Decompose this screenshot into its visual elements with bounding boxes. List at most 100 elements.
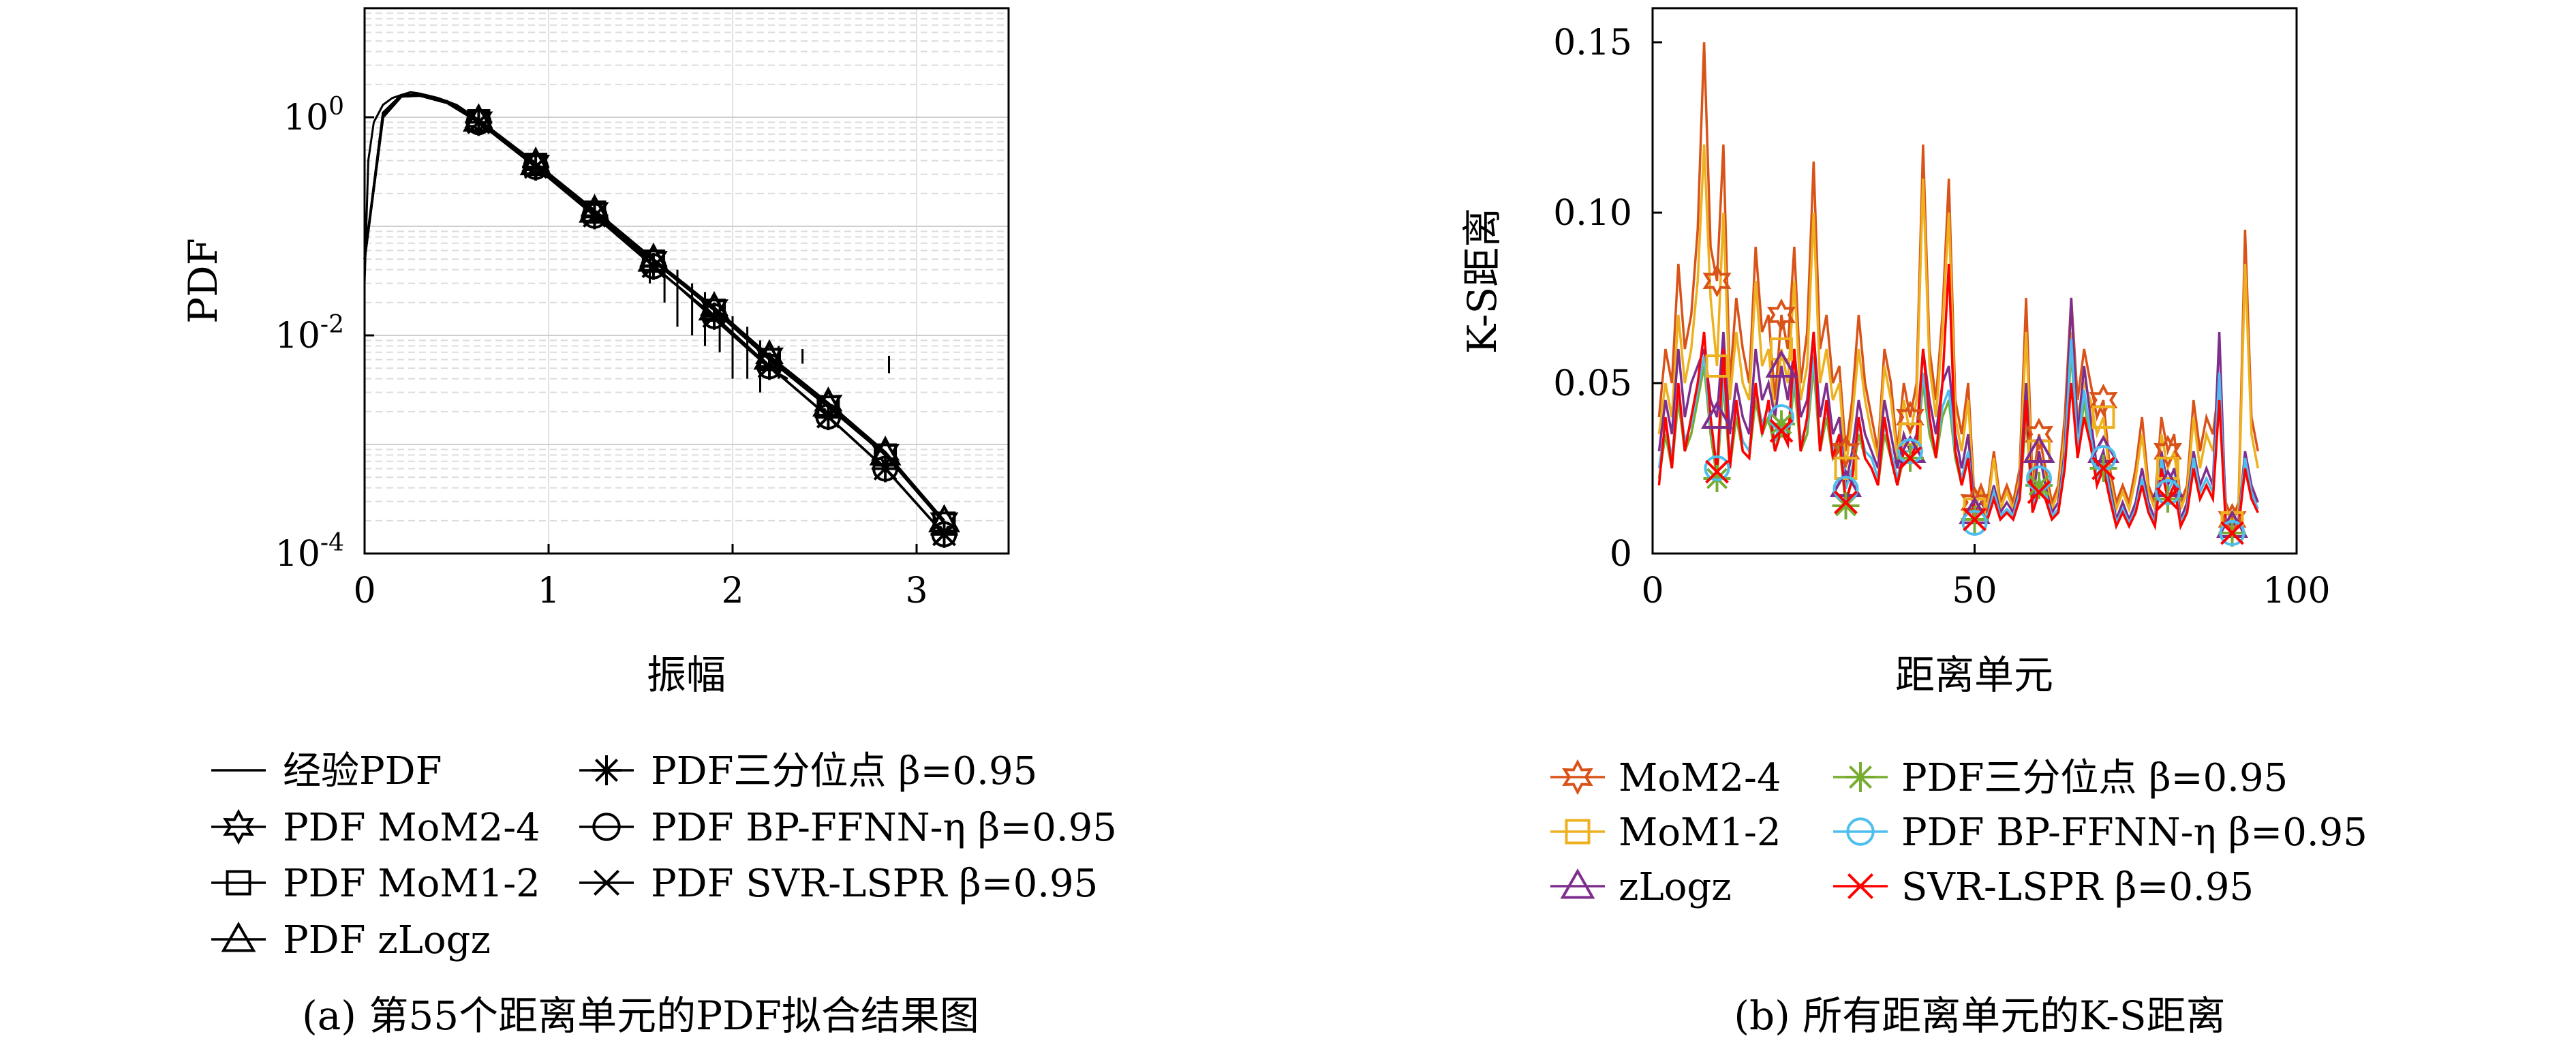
a-series-line bbox=[363, 93, 945, 524]
b-legend-marker bbox=[1846, 817, 1875, 846]
b-xlabel: 距离单元 bbox=[1895, 652, 2053, 698]
b-marker bbox=[1701, 400, 1733, 429]
b-marker bbox=[2089, 383, 2118, 417]
a-legend-label: PDF MoM1-2 bbox=[283, 862, 540, 906]
a-marker bbox=[465, 109, 492, 136]
a-legend-marker bbox=[226, 870, 251, 896]
b-series-group bbox=[1657, 42, 2260, 547]
b-marker-stroke bbox=[1769, 419, 1794, 443]
a-legend-marker bbox=[221, 921, 256, 952]
a-marker bbox=[523, 153, 549, 180]
a-marker bbox=[523, 155, 548, 179]
b-marker bbox=[1769, 419, 1794, 443]
a-marker bbox=[873, 457, 898, 481]
a-marker bbox=[581, 202, 608, 229]
b-ylabel: K-S距离 bbox=[1459, 208, 1505, 354]
a-legend: 经验PDF PDF MoM2-4 PDF MoM1-2 PDF zLogz PDF三分位… bbox=[211, 749, 1117, 963]
a-series-group bbox=[363, 91, 960, 548]
b-xtick-label: 0 bbox=[1641, 571, 1663, 611]
a-axes-frame bbox=[363, 7, 1010, 555]
b-marker bbox=[1765, 349, 1798, 378]
panel-a: 0 1 2 3 100 10-2 10-4 振幅 PDF 经验PDF PDF MoM2-4 PD… bbox=[180, 7, 1117, 1039]
b-marker bbox=[1766, 298, 1796, 332]
a-marker-stroke bbox=[932, 522, 956, 547]
b-ytick-label: 0.10 bbox=[1553, 193, 1632, 234]
b-marker bbox=[1898, 446, 1922, 470]
a-legend-label: PDF BP-FFNN-η β=0.95 bbox=[651, 806, 1117, 850]
b-marker bbox=[2156, 487, 2180, 511]
b-legend-marker-stroke bbox=[1847, 873, 1874, 900]
a-marker-stroke bbox=[702, 304, 726, 329]
a-legend-label: PDF zLogz bbox=[283, 918, 491, 963]
a-marker bbox=[932, 522, 956, 547]
b-marker bbox=[1702, 264, 1732, 298]
a-legend-marker-stroke bbox=[593, 869, 620, 896]
b-marker bbox=[1704, 455, 1730, 481]
b-marker bbox=[2091, 406, 2115, 429]
b-legend-marker-stroke bbox=[1849, 766, 1872, 789]
a-legend-marker bbox=[592, 813, 621, 841]
b-ytick-label: 0 bbox=[1610, 534, 1632, 575]
b-marker-stroke bbox=[1898, 446, 1922, 470]
a-legend-marker bbox=[223, 808, 254, 845]
a-legend-label: 经验PDF bbox=[283, 749, 442, 793]
a-marker bbox=[815, 404, 842, 430]
b-marker bbox=[2023, 434, 2055, 463]
b-marker bbox=[2027, 480, 2051, 504]
b-legend-marker bbox=[1847, 873, 1874, 900]
a-legend-marker bbox=[592, 755, 622, 785]
a-marker bbox=[583, 204, 607, 228]
b-marker bbox=[2153, 434, 2183, 468]
a-legend-marker-stroke bbox=[595, 759, 618, 782]
a-xtick-label: 1 bbox=[537, 571, 559, 611]
b-marker bbox=[1961, 510, 1988, 536]
b-ytick-label: 0.05 bbox=[1553, 363, 1632, 404]
b-marker-stroke bbox=[1770, 413, 1792, 435]
b-legend-label: MoM2-4 bbox=[1619, 756, 1781, 800]
b-marker-stroke bbox=[1834, 490, 1858, 515]
b-marker bbox=[1833, 476, 1859, 502]
b-xtick-label: 100 bbox=[2263, 571, 2330, 611]
a-marker bbox=[757, 354, 782, 378]
b-marker-stroke bbox=[1963, 507, 1987, 532]
a-ylabel: PDF bbox=[180, 238, 226, 324]
b-legend-marker bbox=[1565, 819, 1591, 845]
a-marker bbox=[702, 304, 726, 329]
b-marker-stroke bbox=[1705, 459, 1729, 484]
b-legend-marker bbox=[1560, 868, 1595, 899]
b-ticks: 0 50 100 0 0.05 0.10 0.15 bbox=[1553, 22, 2330, 611]
a-xlabel: 振幅 bbox=[647, 652, 726, 698]
a-xtick-label: 3 bbox=[905, 571, 927, 611]
a-marker-stroke bbox=[523, 155, 548, 179]
b-marker-stroke bbox=[2220, 521, 2244, 545]
a-ytick-label: 10-4 bbox=[275, 529, 344, 575]
b-marker bbox=[1705, 354, 1729, 378]
a-marker-stroke bbox=[641, 254, 666, 279]
a-marker-stroke bbox=[873, 457, 898, 481]
b-marker bbox=[1897, 438, 1923, 464]
a-marker-stroke bbox=[816, 404, 840, 429]
a-marker bbox=[756, 353, 782, 380]
a-marker bbox=[816, 404, 840, 429]
b-xtick-label: 50 bbox=[1952, 571, 1997, 611]
b-marker bbox=[2220, 521, 2244, 545]
b-legend-marker bbox=[1845, 762, 1875, 792]
b-marker-stroke bbox=[2028, 474, 2050, 496]
b-axes-frame bbox=[1651, 7, 2298, 555]
b-marker-stroke bbox=[2156, 487, 2180, 511]
b-legend-label: PDF三分位点 β=0.95 bbox=[1901, 756, 2288, 800]
a-marker bbox=[466, 110, 491, 134]
b-marker bbox=[1895, 400, 1925, 434]
a-ytick-label: 10-2 bbox=[275, 311, 344, 357]
a-legend-label: PDF MoM2-4 bbox=[283, 806, 540, 850]
a-marker bbox=[931, 521, 957, 547]
b-legend-marker bbox=[1562, 759, 1593, 796]
a-series-line bbox=[363, 93, 945, 521]
b-marker bbox=[2026, 466, 2052, 491]
b-marker bbox=[1770, 337, 1793, 361]
a-grid bbox=[364, 8, 1009, 554]
a-ytick-label: 100 bbox=[283, 93, 344, 138]
b-legend-label: MoM1-2 bbox=[1619, 811, 1781, 855]
